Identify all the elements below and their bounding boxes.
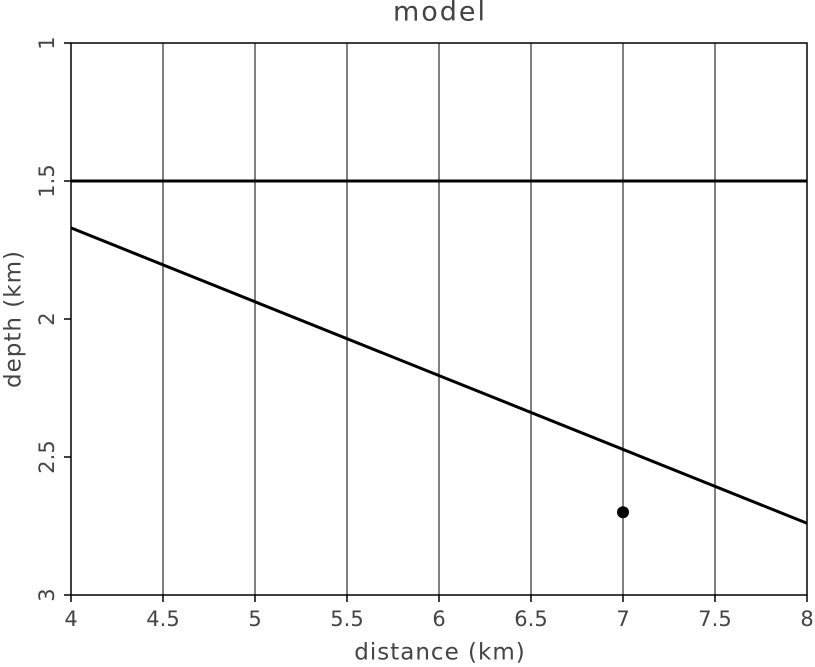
x-tick-label: 7.5 <box>698 607 731 631</box>
x-tick-label: 8 <box>800 607 813 631</box>
x-tick-label: 4 <box>64 607 77 631</box>
x-tick-label: 7 <box>616 607 629 631</box>
y-tick-label: 1 <box>35 36 59 49</box>
y-tick-label: 2.5 <box>35 440 59 473</box>
y-tick-label: 2 <box>35 312 59 325</box>
y-tick-label: 3 <box>35 588 59 601</box>
x-tick-label: 5.5 <box>330 607 363 631</box>
plot-frame <box>70 42 808 596</box>
x-axis-label: distance (km) <box>354 640 525 666</box>
point <box>617 506 629 519</box>
x-tick-label: 6 <box>432 607 445 631</box>
line <box>70 226 808 525</box>
y-axis-label: depth (km) <box>1 250 27 388</box>
chart-title: model <box>393 0 487 28</box>
x-tick-label: 4.5 <box>146 607 179 631</box>
y-tick-label: 1.5 <box>35 164 59 197</box>
x-tick-label: 5 <box>248 607 261 631</box>
x-tick-label: 6.5 <box>514 607 547 631</box>
